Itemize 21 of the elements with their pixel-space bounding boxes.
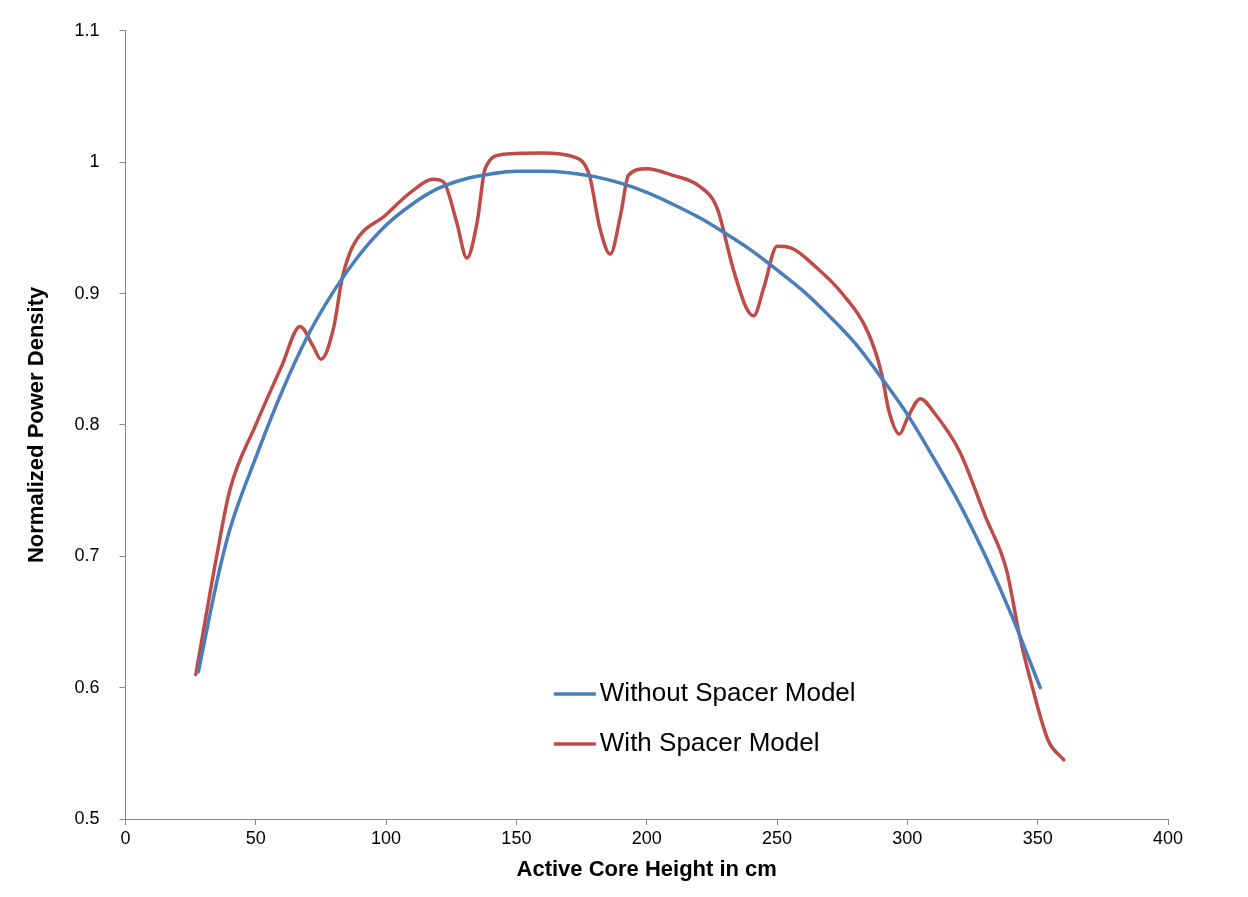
line-series [194, 151, 1066, 762]
x-tick-label: 400 [1152, 827, 1184, 848]
x-tick-label: 250 [762, 827, 793, 848]
y-tick-label: 1 [89, 151, 100, 172]
legend-label: Without Spacer Model [599, 677, 856, 708]
y-tick-label: 1.1 [74, 19, 100, 40]
legend-label: With Spacer Model [599, 727, 820, 758]
y-tick-label: 0.8 [74, 413, 100, 434]
x-tick-label: 350 [1022, 827, 1053, 848]
y-tick-label: 0.9 [74, 282, 100, 303]
x-axis-title: Active Core Height in cm [516, 855, 777, 881]
y-tick-label: 0.7 [74, 545, 100, 566]
y-axis-title: Normalized Power Density [23, 285, 49, 564]
x-tick-label: 150 [501, 827, 532, 848]
x-tick-label: 100 [371, 827, 402, 848]
x-tick-label: 300 [892, 827, 923, 848]
y-tick-label: 0.5 [74, 807, 100, 828]
x-tick-label: 0 [120, 827, 131, 848]
x-tick-label: 200 [631, 827, 662, 848]
y-tick-label: 0.6 [74, 676, 100, 697]
x-tick-label: 50 [245, 827, 266, 848]
